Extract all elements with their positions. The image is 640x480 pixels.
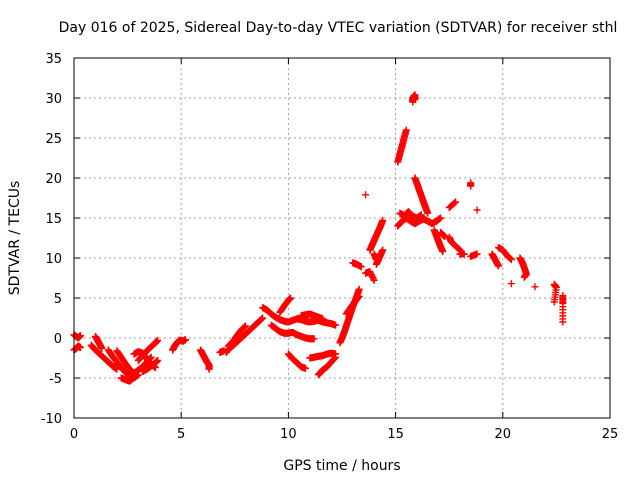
data-point xyxy=(460,250,468,258)
data-point xyxy=(76,344,84,352)
y-tick-label: 15 xyxy=(45,212,62,227)
data-point xyxy=(354,293,362,301)
data-point xyxy=(411,96,419,104)
data-point xyxy=(330,355,338,363)
data-point xyxy=(441,232,449,240)
data-point xyxy=(302,364,310,372)
y-tick-label: 25 xyxy=(45,132,62,147)
data-point xyxy=(205,365,213,373)
data-point xyxy=(520,273,528,281)
data-point xyxy=(130,373,138,381)
data-point xyxy=(370,276,378,284)
data-point xyxy=(417,211,425,219)
data-point xyxy=(331,354,339,362)
data-point xyxy=(507,256,515,264)
x-tick-label: 10 xyxy=(280,427,297,442)
x-tick-label: 25 xyxy=(602,427,619,442)
data-point xyxy=(287,294,295,302)
data-point xyxy=(402,126,410,134)
data-point xyxy=(467,182,475,190)
y-tick-label: 20 xyxy=(45,172,62,187)
data-point xyxy=(98,344,106,352)
data-point xyxy=(372,256,380,264)
data-point xyxy=(424,209,432,217)
y-tick-label: 0 xyxy=(54,332,62,347)
data-point xyxy=(319,315,327,323)
data-point xyxy=(332,321,340,329)
x-axis-label: GPS time / hours xyxy=(283,458,400,474)
data-point xyxy=(473,206,481,214)
y-tick-label: 35 xyxy=(45,52,62,67)
data-point xyxy=(310,335,318,343)
data-point xyxy=(495,262,503,270)
x-tick-label: 15 xyxy=(387,427,404,442)
data-point xyxy=(451,199,459,207)
y-tick-label: -5 xyxy=(49,372,62,387)
data-point xyxy=(437,214,445,222)
data-point xyxy=(369,275,377,283)
data-point xyxy=(355,285,363,293)
data-point xyxy=(259,314,267,322)
data-point xyxy=(362,191,370,199)
data-point xyxy=(379,246,387,254)
data-point xyxy=(332,353,340,361)
data-point xyxy=(154,356,162,364)
data-point xyxy=(439,248,447,256)
data-point xyxy=(181,336,189,344)
y-axis-label: SDTVAR / TECUs xyxy=(7,181,23,296)
data-point xyxy=(357,263,365,271)
data-point xyxy=(154,336,162,344)
data-point xyxy=(379,216,387,224)
data-point xyxy=(473,250,481,258)
plot-frame xyxy=(73,57,611,419)
chart-title: Day 016 of 2025, Sidereal Day-to-day VTE… xyxy=(59,20,618,36)
data-point xyxy=(531,283,539,291)
data-point xyxy=(76,332,84,340)
data-point xyxy=(355,292,363,300)
data-points xyxy=(70,91,567,385)
data-point xyxy=(242,322,250,330)
y-tick-label: 5 xyxy=(54,292,62,307)
x-tick-label: 20 xyxy=(495,427,512,442)
data-point xyxy=(452,198,460,206)
data-point xyxy=(550,298,558,306)
y-tick-label: -10 xyxy=(41,412,62,427)
data-point xyxy=(559,318,567,326)
y-tick-label: 10 xyxy=(45,252,62,267)
x-tick-label: 0 xyxy=(70,427,78,442)
data-point xyxy=(507,280,515,288)
y-tick-label: 30 xyxy=(45,92,62,107)
x-tick-label: 5 xyxy=(177,427,185,442)
